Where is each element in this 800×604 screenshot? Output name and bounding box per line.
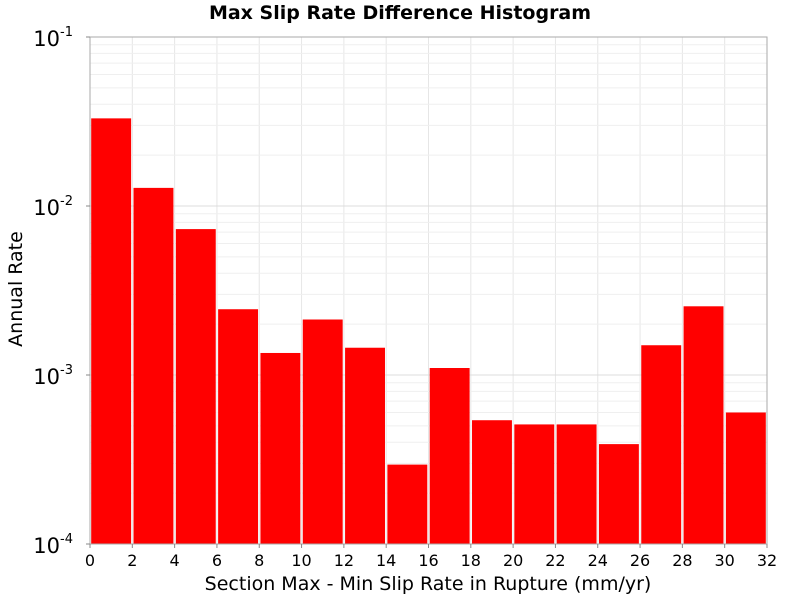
histogram-bar-3 <box>218 309 259 544</box>
histogram-bar-14 <box>683 306 724 544</box>
y-tick-exponent: -4 <box>60 532 73 547</box>
x-tick-label: 4 <box>170 551 180 570</box>
x-tick-label: 2 <box>127 551 137 570</box>
x-tick-label: 20 <box>503 551 523 570</box>
x-tick-label: 22 <box>545 551 565 570</box>
x-tick-label: 28 <box>672 551 692 570</box>
histogram-bar-12 <box>598 444 639 544</box>
x-tick-label: 18 <box>461 551 481 570</box>
x-tick-label: 10 <box>291 551 311 570</box>
bars <box>91 118 766 544</box>
histogram-bar-2 <box>175 229 216 544</box>
histogram-bar-7 <box>387 464 428 544</box>
histogram-bar-0 <box>91 118 132 544</box>
histogram-bar-9 <box>472 420 512 544</box>
y-tick-label: 10 <box>33 196 60 220</box>
x-tick-label: 12 <box>334 551 354 570</box>
histogram-bar-5 <box>302 319 343 544</box>
y-tick-label: 10 <box>33 365 60 389</box>
y-tick-exponent: -2 <box>60 194 73 209</box>
x-tick-label: 6 <box>212 551 222 570</box>
x-tick-label: 30 <box>715 551 735 570</box>
histogram-bar-13 <box>641 345 682 544</box>
x-tick-label: 0 <box>85 551 95 570</box>
chart-title: Max Slip Rate Difference Histogram <box>208 2 592 24</box>
x-axis-label: Section Max - Min Slip Rate in Rupture (… <box>205 573 652 595</box>
x-tick-label: 14 <box>376 551 396 570</box>
x-tick-label: 26 <box>630 551 650 570</box>
histogram-bar-8 <box>429 368 470 544</box>
y-tick-label: 10 <box>33 27 60 51</box>
histogram-bar-10 <box>514 424 555 544</box>
histogram-bar-6 <box>345 347 385 544</box>
x-tick-label: 8 <box>254 551 264 570</box>
x-axis-ticks: 0 2 4 6 8 10 12 14 16 18 20 22 24 26 28 30 32 <box>85 544 777 570</box>
x-tick-label: 16 <box>418 551 438 570</box>
histogram-bar-11 <box>556 424 597 544</box>
x-tick-label: 24 <box>588 551 608 570</box>
y-axis-ticks: 10-410-310-210-1 <box>33 25 90 558</box>
y-tick-label: 10 <box>33 534 60 558</box>
y-tick-exponent: -3 <box>60 363 73 378</box>
x-tick-label: 32 <box>757 551 777 570</box>
y-tick-exponent: -1 <box>60 25 73 40</box>
histogram-bar-15 <box>725 412 766 544</box>
histogram-bar-4 <box>260 352 301 544</box>
histogram-bar-1 <box>133 187 174 544</box>
y-axis-label: Annual Rate <box>5 231 27 347</box>
